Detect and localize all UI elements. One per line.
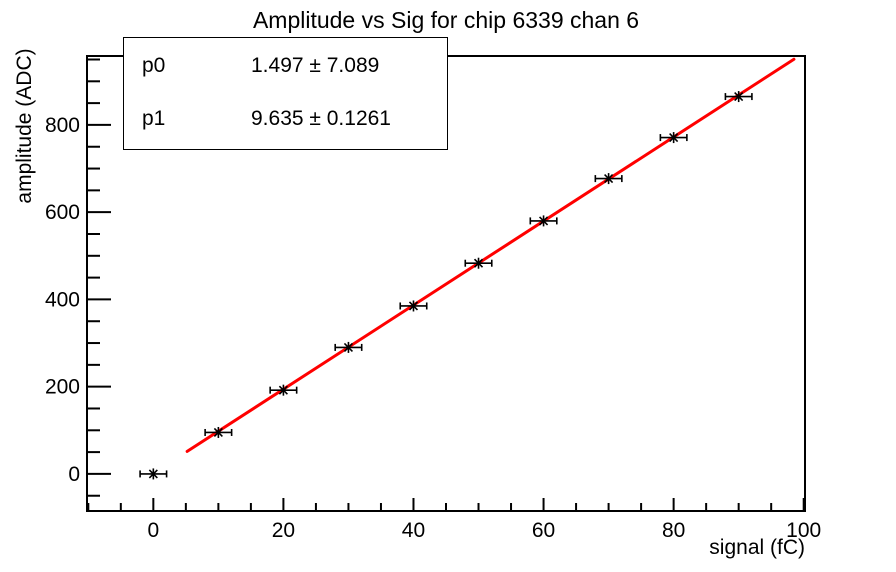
data-point [139, 468, 168, 480]
y-tick-label: 800 [45, 114, 80, 137]
data-point [269, 384, 298, 396]
y-axis-ticks [87, 58, 111, 497]
param-name: p0 [142, 54, 166, 77]
data-point [464, 257, 493, 269]
x-tick-labels: 0 20 40 60 80 100 [147, 519, 821, 542]
y-tick-label: 600 [45, 201, 80, 224]
data-point [334, 341, 363, 353]
chart-title: Amplitude vs Sig for chip 6339 chan 6 [252, 7, 640, 33]
param-name: p1 [142, 107, 166, 130]
x-tick-label: 100 [786, 519, 821, 542]
y-tick-label: 400 [45, 288, 80, 311]
x-tick-label: 0 [147, 519, 159, 542]
y-tick-labels: 0 200 400 600 800 [45, 114, 80, 486]
y-tick-label: 0 [68, 463, 80, 486]
x-tick-label: 40 [402, 519, 425, 542]
x-tick-label: 60 [532, 519, 555, 542]
data-point [659, 132, 688, 144]
fit-line [185, 57, 796, 453]
data-point [529, 215, 558, 227]
y-tick-label: 200 [45, 376, 80, 399]
data-point [724, 91, 753, 103]
fit-stats-box: p0 1.497 ± 7.089 p1 9.635 ± 0.1261 [123, 37, 448, 150]
x-tick-label: 80 [662, 519, 685, 542]
param-value: 1.497 ± 7.089 [251, 54, 380, 77]
y-axis-title: amplitude (ADC) [13, 48, 36, 203]
data-point [594, 173, 623, 185]
x-axis-title: signal (fC) [709, 536, 805, 559]
x-tick-label: 20 [272, 519, 295, 542]
data-points [139, 91, 753, 480]
param-value: 9.635 ± 0.1261 [251, 107, 391, 130]
x-axis-ticks [87, 498, 805, 511]
data-point [399, 300, 428, 312]
data-point [204, 426, 233, 438]
